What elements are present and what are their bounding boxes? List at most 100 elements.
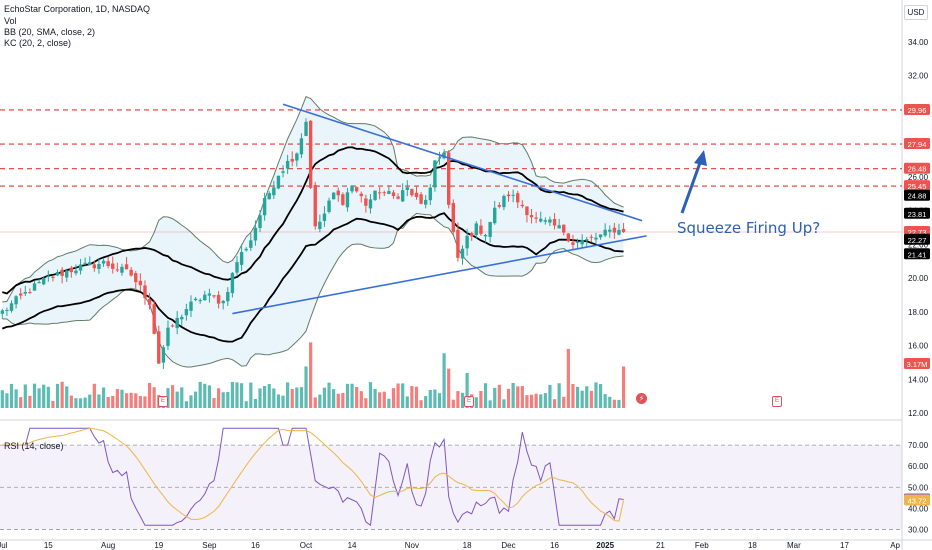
keltner-channel-legend[interactable]: KC (20, 2, close) xyxy=(4,38,72,48)
rsi-tick-label: 70.00 xyxy=(908,441,929,450)
volume-bar xyxy=(115,389,119,408)
candle-body xyxy=(539,218,543,222)
volume-bar xyxy=(322,387,327,408)
time-tick-label: Aug xyxy=(101,541,115,550)
volume-bar xyxy=(101,387,106,408)
candle-body xyxy=(612,227,617,233)
candle-body xyxy=(322,213,327,221)
rsi-badge-bg xyxy=(904,494,930,506)
candle-body xyxy=(437,157,442,159)
candle-body xyxy=(216,294,221,304)
candle-body xyxy=(239,252,244,265)
candle-body xyxy=(115,269,120,271)
volume-bar xyxy=(327,382,331,408)
candle-body xyxy=(32,283,37,291)
earnings-marker[interactable]: E xyxy=(158,396,168,407)
earnings-marker[interactable]: E xyxy=(772,396,782,407)
price-tick-label: 18.00 xyxy=(908,308,929,317)
rsi-legend[interactable]: RSI (14, close) xyxy=(4,441,64,451)
volume-bar xyxy=(382,391,386,408)
candle-body xyxy=(60,269,64,276)
candle-body xyxy=(281,171,285,173)
candle-body xyxy=(138,280,143,286)
time-tick-label: 16 xyxy=(251,541,260,550)
volume-bar xyxy=(83,397,87,408)
candle-body xyxy=(502,195,506,208)
candle-body xyxy=(253,227,258,241)
earnings-marker[interactable]: E xyxy=(464,396,474,407)
bollinger-bands-legend[interactable]: BB (20, SMA, close, 2) xyxy=(4,27,96,37)
volume-bar xyxy=(562,396,566,408)
candle-body xyxy=(621,228,626,232)
price-badge-bg xyxy=(904,162,930,174)
price-tick-label: 22.00 xyxy=(908,240,929,249)
volume-bar xyxy=(502,399,506,408)
candle-body xyxy=(124,264,129,270)
price-tick-label: 16.00 xyxy=(908,342,929,351)
candle-body xyxy=(405,187,409,191)
candle-body xyxy=(37,282,41,284)
volume-bar xyxy=(589,390,593,408)
candle-body xyxy=(594,237,598,240)
volume-bar xyxy=(147,383,152,408)
candle-body xyxy=(134,273,138,283)
candle-body xyxy=(506,194,511,197)
volume-bar xyxy=(37,388,41,408)
candle-body xyxy=(203,294,207,301)
candle-body xyxy=(272,187,276,196)
volume-bar xyxy=(332,389,336,408)
candle-body xyxy=(336,190,340,196)
volume-bar xyxy=(240,383,244,408)
volume-bar xyxy=(235,382,239,408)
price-badge-bg xyxy=(904,189,930,201)
volume-bar xyxy=(198,381,202,408)
volume-bar xyxy=(580,390,584,408)
volume-bar xyxy=(193,391,198,408)
volume-bar xyxy=(263,385,267,408)
candle-body xyxy=(92,264,97,269)
candle-body xyxy=(433,160,437,188)
candle-body xyxy=(65,270,69,278)
volume-bar xyxy=(520,386,524,408)
candle-body xyxy=(262,197,267,216)
rsi-badge: 43.72 xyxy=(908,497,927,506)
bollinger-lower xyxy=(2,212,624,368)
volume-bar xyxy=(419,400,423,408)
time-tick-label: 16 xyxy=(550,541,559,550)
candle-body xyxy=(207,293,212,296)
volume-bar xyxy=(539,394,543,408)
lightning-icon[interactable]: ⚡ xyxy=(636,393,647,404)
candle-body xyxy=(276,175,281,189)
price-badge-bg xyxy=(904,180,930,192)
volume-bar xyxy=(350,383,354,408)
volume-bar xyxy=(276,394,281,408)
candle-body xyxy=(331,192,336,200)
candle-body xyxy=(474,223,479,236)
candle-body xyxy=(493,207,497,224)
volume-bar xyxy=(598,384,603,408)
bollinger-upper xyxy=(2,96,624,303)
volume-bar xyxy=(516,386,520,408)
volume-bar xyxy=(608,396,612,408)
volume-bar xyxy=(5,393,9,408)
rsi-tick-label: 50.00 xyxy=(908,483,929,492)
volume-legend[interactable]: Vol xyxy=(4,16,17,26)
candle-body xyxy=(479,225,483,234)
candle-body xyxy=(548,219,552,223)
candle-body xyxy=(497,205,502,207)
volume-bar xyxy=(506,388,511,408)
volume-bar xyxy=(286,382,290,408)
volume-bar xyxy=(226,391,230,408)
volume-bar xyxy=(355,386,359,408)
currency-button[interactable]: USD xyxy=(904,5,928,20)
candle-body xyxy=(313,184,317,227)
price-badge: 29.96 xyxy=(908,106,927,115)
candle-body xyxy=(543,220,548,222)
price-badge: 27.94 xyxy=(908,140,927,149)
candle-body xyxy=(608,229,612,232)
volume-bar xyxy=(585,386,589,408)
chart-symbol-title[interactable]: EchoStar Corporation, 1D, NASDAQ xyxy=(4,4,151,14)
candle-body xyxy=(285,160,290,169)
volume-bar xyxy=(42,384,46,408)
